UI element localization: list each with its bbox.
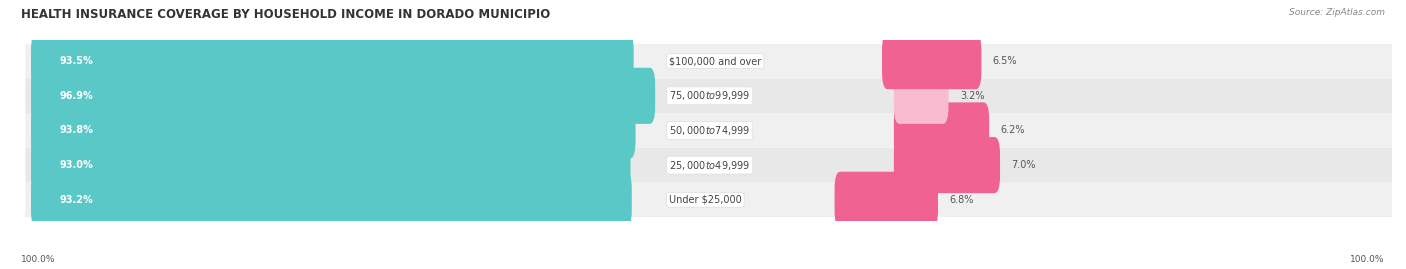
FancyBboxPatch shape — [31, 137, 630, 193]
Text: $75,000 to $99,999: $75,000 to $99,999 — [669, 89, 751, 102]
FancyBboxPatch shape — [31, 68, 655, 124]
FancyBboxPatch shape — [31, 172, 631, 228]
FancyBboxPatch shape — [835, 172, 938, 228]
Text: 93.2%: 93.2% — [59, 195, 93, 205]
Text: 100.0%: 100.0% — [21, 255, 56, 264]
FancyBboxPatch shape — [25, 79, 1403, 113]
FancyBboxPatch shape — [882, 33, 981, 89]
FancyBboxPatch shape — [25, 182, 1403, 217]
FancyBboxPatch shape — [25, 148, 1403, 182]
FancyBboxPatch shape — [25, 113, 1403, 148]
Text: $50,000 to $74,999: $50,000 to $74,999 — [669, 124, 751, 137]
FancyBboxPatch shape — [894, 68, 949, 124]
FancyBboxPatch shape — [31, 33, 634, 89]
FancyBboxPatch shape — [31, 102, 636, 158]
Text: 93.5%: 93.5% — [59, 56, 93, 66]
Text: Under $25,000: Under $25,000 — [669, 195, 742, 205]
FancyBboxPatch shape — [894, 102, 990, 158]
Text: 6.8%: 6.8% — [949, 195, 974, 205]
Text: 3.2%: 3.2% — [960, 91, 984, 101]
Text: 6.2%: 6.2% — [1001, 125, 1025, 136]
Text: 6.5%: 6.5% — [993, 56, 1017, 66]
Text: 93.8%: 93.8% — [59, 125, 93, 136]
Text: 100.0%: 100.0% — [1350, 255, 1385, 264]
Text: $100,000 and over: $100,000 and over — [669, 56, 762, 66]
Text: 93.0%: 93.0% — [59, 160, 93, 170]
FancyBboxPatch shape — [25, 44, 1403, 79]
FancyBboxPatch shape — [894, 137, 1000, 193]
Text: $25,000 to $49,999: $25,000 to $49,999 — [669, 159, 751, 172]
Text: 7.0%: 7.0% — [1011, 160, 1036, 170]
Text: 96.9%: 96.9% — [59, 91, 93, 101]
Text: HEALTH INSURANCE COVERAGE BY HOUSEHOLD INCOME IN DORADO MUNICIPIO: HEALTH INSURANCE COVERAGE BY HOUSEHOLD I… — [21, 8, 550, 21]
Text: Source: ZipAtlas.com: Source: ZipAtlas.com — [1289, 8, 1385, 17]
